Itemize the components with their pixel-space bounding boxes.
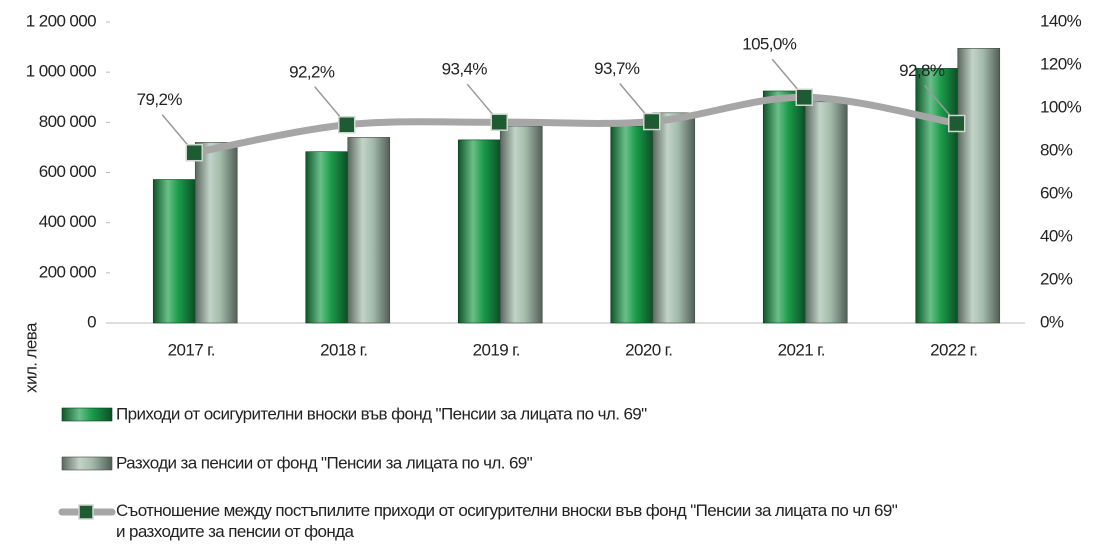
y2-tick-label: 0% — [1040, 312, 1064, 331]
y-tick-label: 1 000 000 — [26, 62, 96, 81]
line-marker — [948, 114, 966, 133]
y2-tick-label: 60% — [1040, 183, 1073, 202]
legend-label: Съотношение между постъпилите приходи от… — [116, 501, 898, 541]
bar — [347, 137, 391, 324]
line-marker — [338, 116, 356, 134]
bar — [457, 139, 501, 324]
y2-tick-label: 140% — [1040, 11, 1082, 30]
line-marker — [490, 113, 508, 131]
y2-tick-label: 120% — [1040, 54, 1082, 73]
bar — [652, 112, 696, 324]
bar — [194, 142, 238, 324]
data-label: 93,7% — [594, 59, 640, 78]
line-marker — [185, 143, 203, 162]
y-tick-label: 400 000 — [39, 212, 96, 231]
y2-tick-label: 40% — [1040, 226, 1073, 245]
x-tick-label: 2019 г. — [473, 340, 520, 359]
data-label: 105,0% — [742, 35, 797, 54]
data-label: 92,2% — [289, 62, 335, 81]
line-marker — [795, 88, 813, 106]
ratio-line — [190, 93, 961, 157]
bar — [305, 151, 349, 324]
x-tick-label: 2022 г. — [930, 340, 977, 359]
y2-tick-label: 100% — [1040, 97, 1082, 116]
y-tick-label: 800 000 — [39, 112, 96, 131]
y2-tick-label: 20% — [1040, 269, 1073, 288]
x-tick-label: 2017 г. — [168, 340, 215, 359]
x-tick-label: 2021 г. — [778, 340, 825, 359]
data-label: 92,8% — [899, 61, 945, 80]
bar — [499, 125, 543, 324]
y-tick-label: 600 000 — [39, 162, 96, 181]
data-label: 93,4% — [442, 60, 488, 79]
y-tick-label: 0 — [87, 312, 96, 331]
bar — [804, 101, 848, 324]
y-axis-label: хил. лева — [21, 322, 40, 393]
bar — [915, 68, 959, 324]
y-tick-label: 200 000 — [39, 262, 96, 281]
bar — [957, 48, 1001, 324]
bar — [610, 125, 654, 324]
x-tick-label: 2020 г. — [625, 340, 672, 359]
data-label: 79,2% — [137, 90, 183, 109]
legend-label: Разходи за пенсии от фонд "Пенсии за лиц… — [116, 453, 533, 472]
y-tick-label: 1 200 000 — [26, 11, 96, 30]
bar — [152, 179, 196, 324]
y2-tick-label: 80% — [1040, 140, 1073, 159]
legend-swatch — [61, 456, 113, 471]
legend-label: Приходи от осигурителни вноски във фонд … — [116, 404, 647, 423]
legend-marker — [78, 504, 94, 520]
x-tick-label: 2018 г. — [320, 340, 367, 359]
legend-swatch — [61, 407, 113, 422]
bar — [762, 90, 806, 324]
line-marker — [643, 112, 661, 131]
